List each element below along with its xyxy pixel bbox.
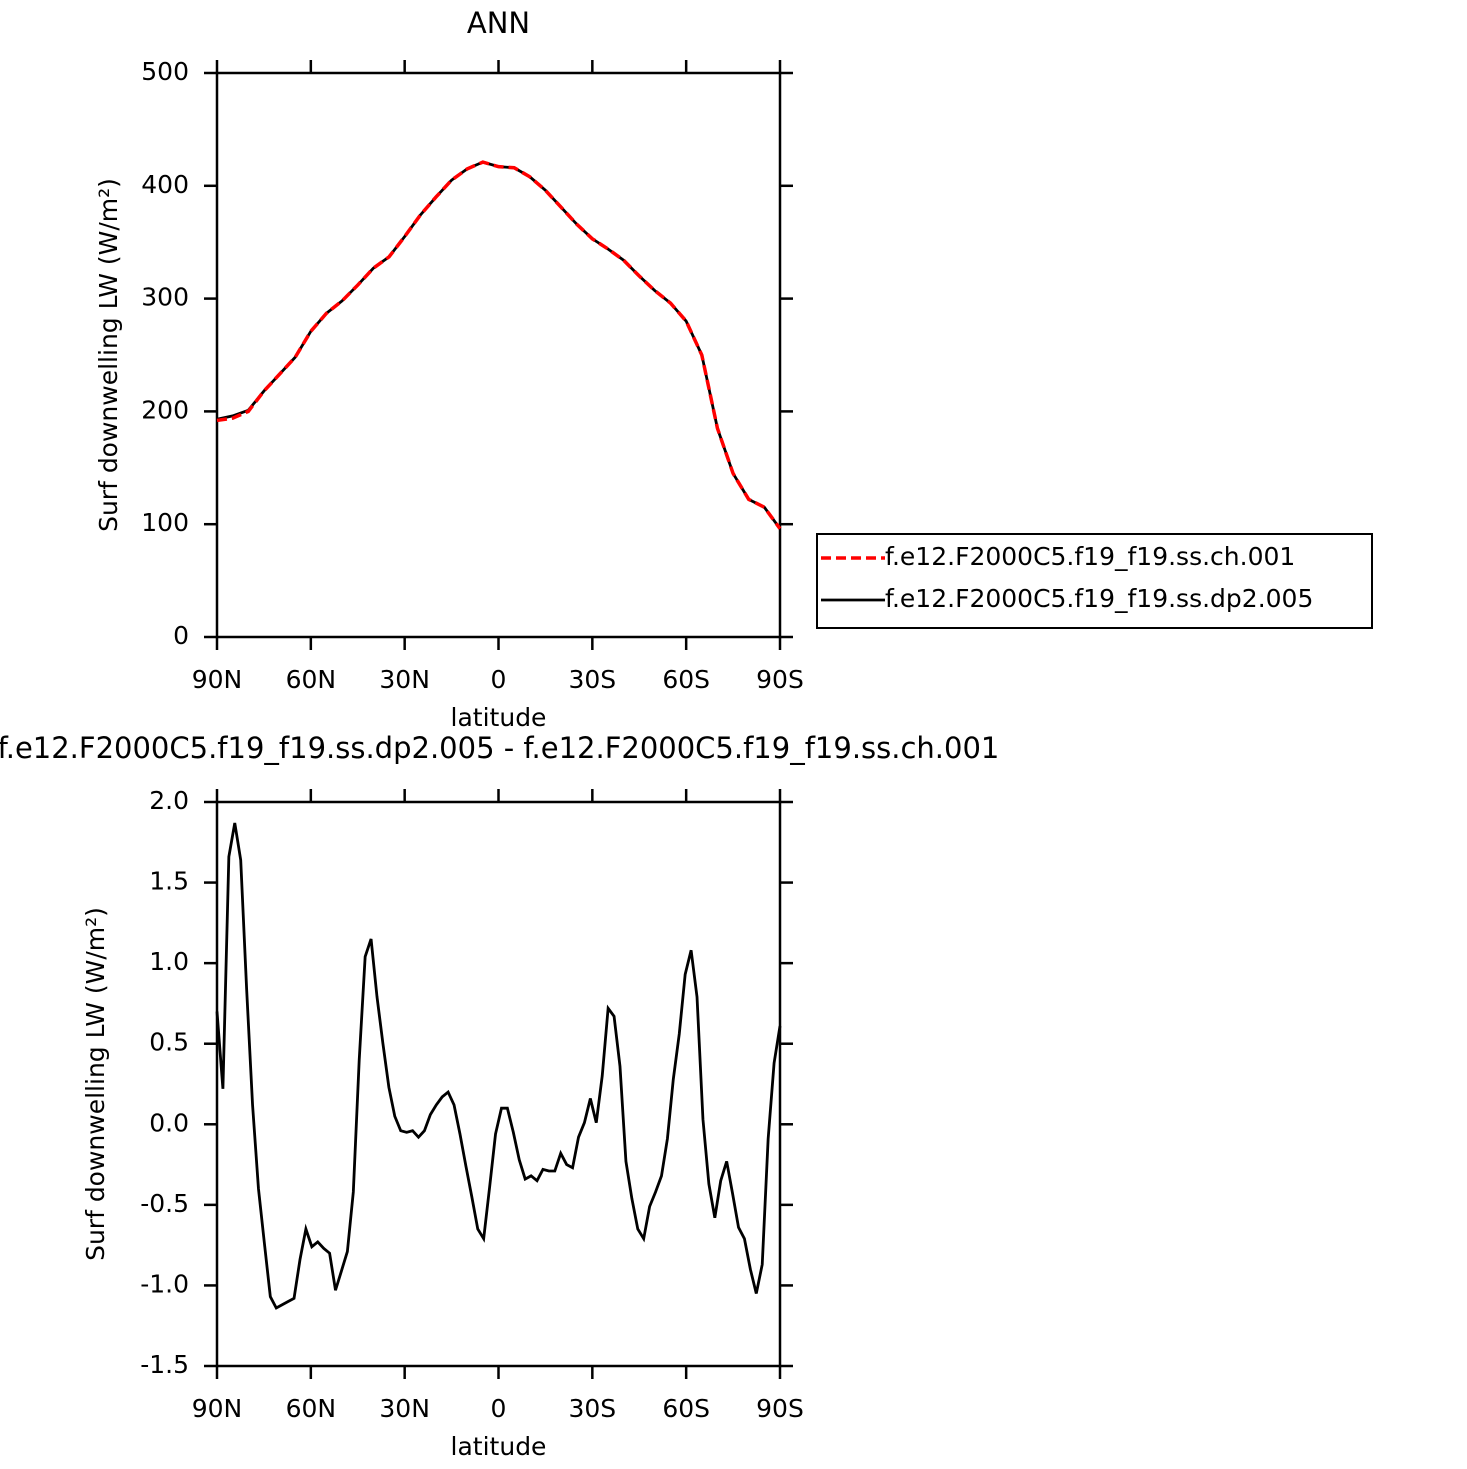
y-tick-label: 1.0 (149, 947, 189, 976)
x-tick-label: 0 (491, 665, 507, 694)
y-tick-label: 100 (141, 508, 189, 537)
y-tick-label: 1.5 (149, 867, 189, 896)
x-tick-label: 60N (286, 1394, 337, 1423)
x-tick-label: 30S (568, 665, 616, 694)
x-tick-label: 90S (756, 1394, 804, 1423)
chart-title: ANN (467, 6, 530, 40)
y-tick-label: 0.0 (149, 1108, 189, 1137)
x-tick-label: 30S (568, 1394, 616, 1423)
y-tick-label: 2.0 (149, 786, 189, 815)
legend-label: f.e12.F2000C5.f19_f19.ss.dp2.005 (885, 584, 1313, 613)
y-axis-label: Surf downwelling LW (W/m²) (94, 178, 123, 532)
y-tick-label: -0.5 (140, 1189, 189, 1218)
legend-label: f.e12.F2000C5.f19_f19.ss.ch.001 (885, 542, 1295, 571)
x-tick-label: 60S (662, 1394, 710, 1423)
y-tick-label: 400 (141, 170, 189, 199)
y-tick-label: 500 (141, 57, 189, 86)
x-tick-label: 90N (192, 1394, 243, 1423)
chart-title: f.e12.F2000C5.f19_f19.ss.dp2.005 - f.e12… (0, 731, 999, 765)
x-tick-label: 0 (491, 1394, 507, 1423)
x-axis-label: latitude (451, 1432, 547, 1461)
legend-box (816, 533, 1373, 629)
x-tick-label: 90N (192, 665, 243, 694)
data-line (216, 160, 782, 530)
y-tick-label: -1.0 (140, 1269, 189, 1298)
x-axis-label: latitude (451, 703, 547, 732)
x-tick-label: 60S (662, 665, 710, 694)
y-tick-label: 200 (141, 395, 189, 424)
y-tick-label: -1.5 (140, 1350, 189, 1379)
x-tick-label: 30N (379, 665, 430, 694)
x-tick-label: 60N (286, 665, 337, 694)
y-axis-label: Surf downwelling LW (W/m²) (81, 907, 110, 1261)
y-tick-label: 0.5 (149, 1028, 189, 1057)
x-tick-label: 90S (756, 665, 804, 694)
y-tick-label: 0 (173, 621, 189, 650)
x-tick-label: 30N (379, 1394, 430, 1423)
data-line (215, 822, 782, 1310)
y-tick-label: 300 (141, 283, 189, 312)
